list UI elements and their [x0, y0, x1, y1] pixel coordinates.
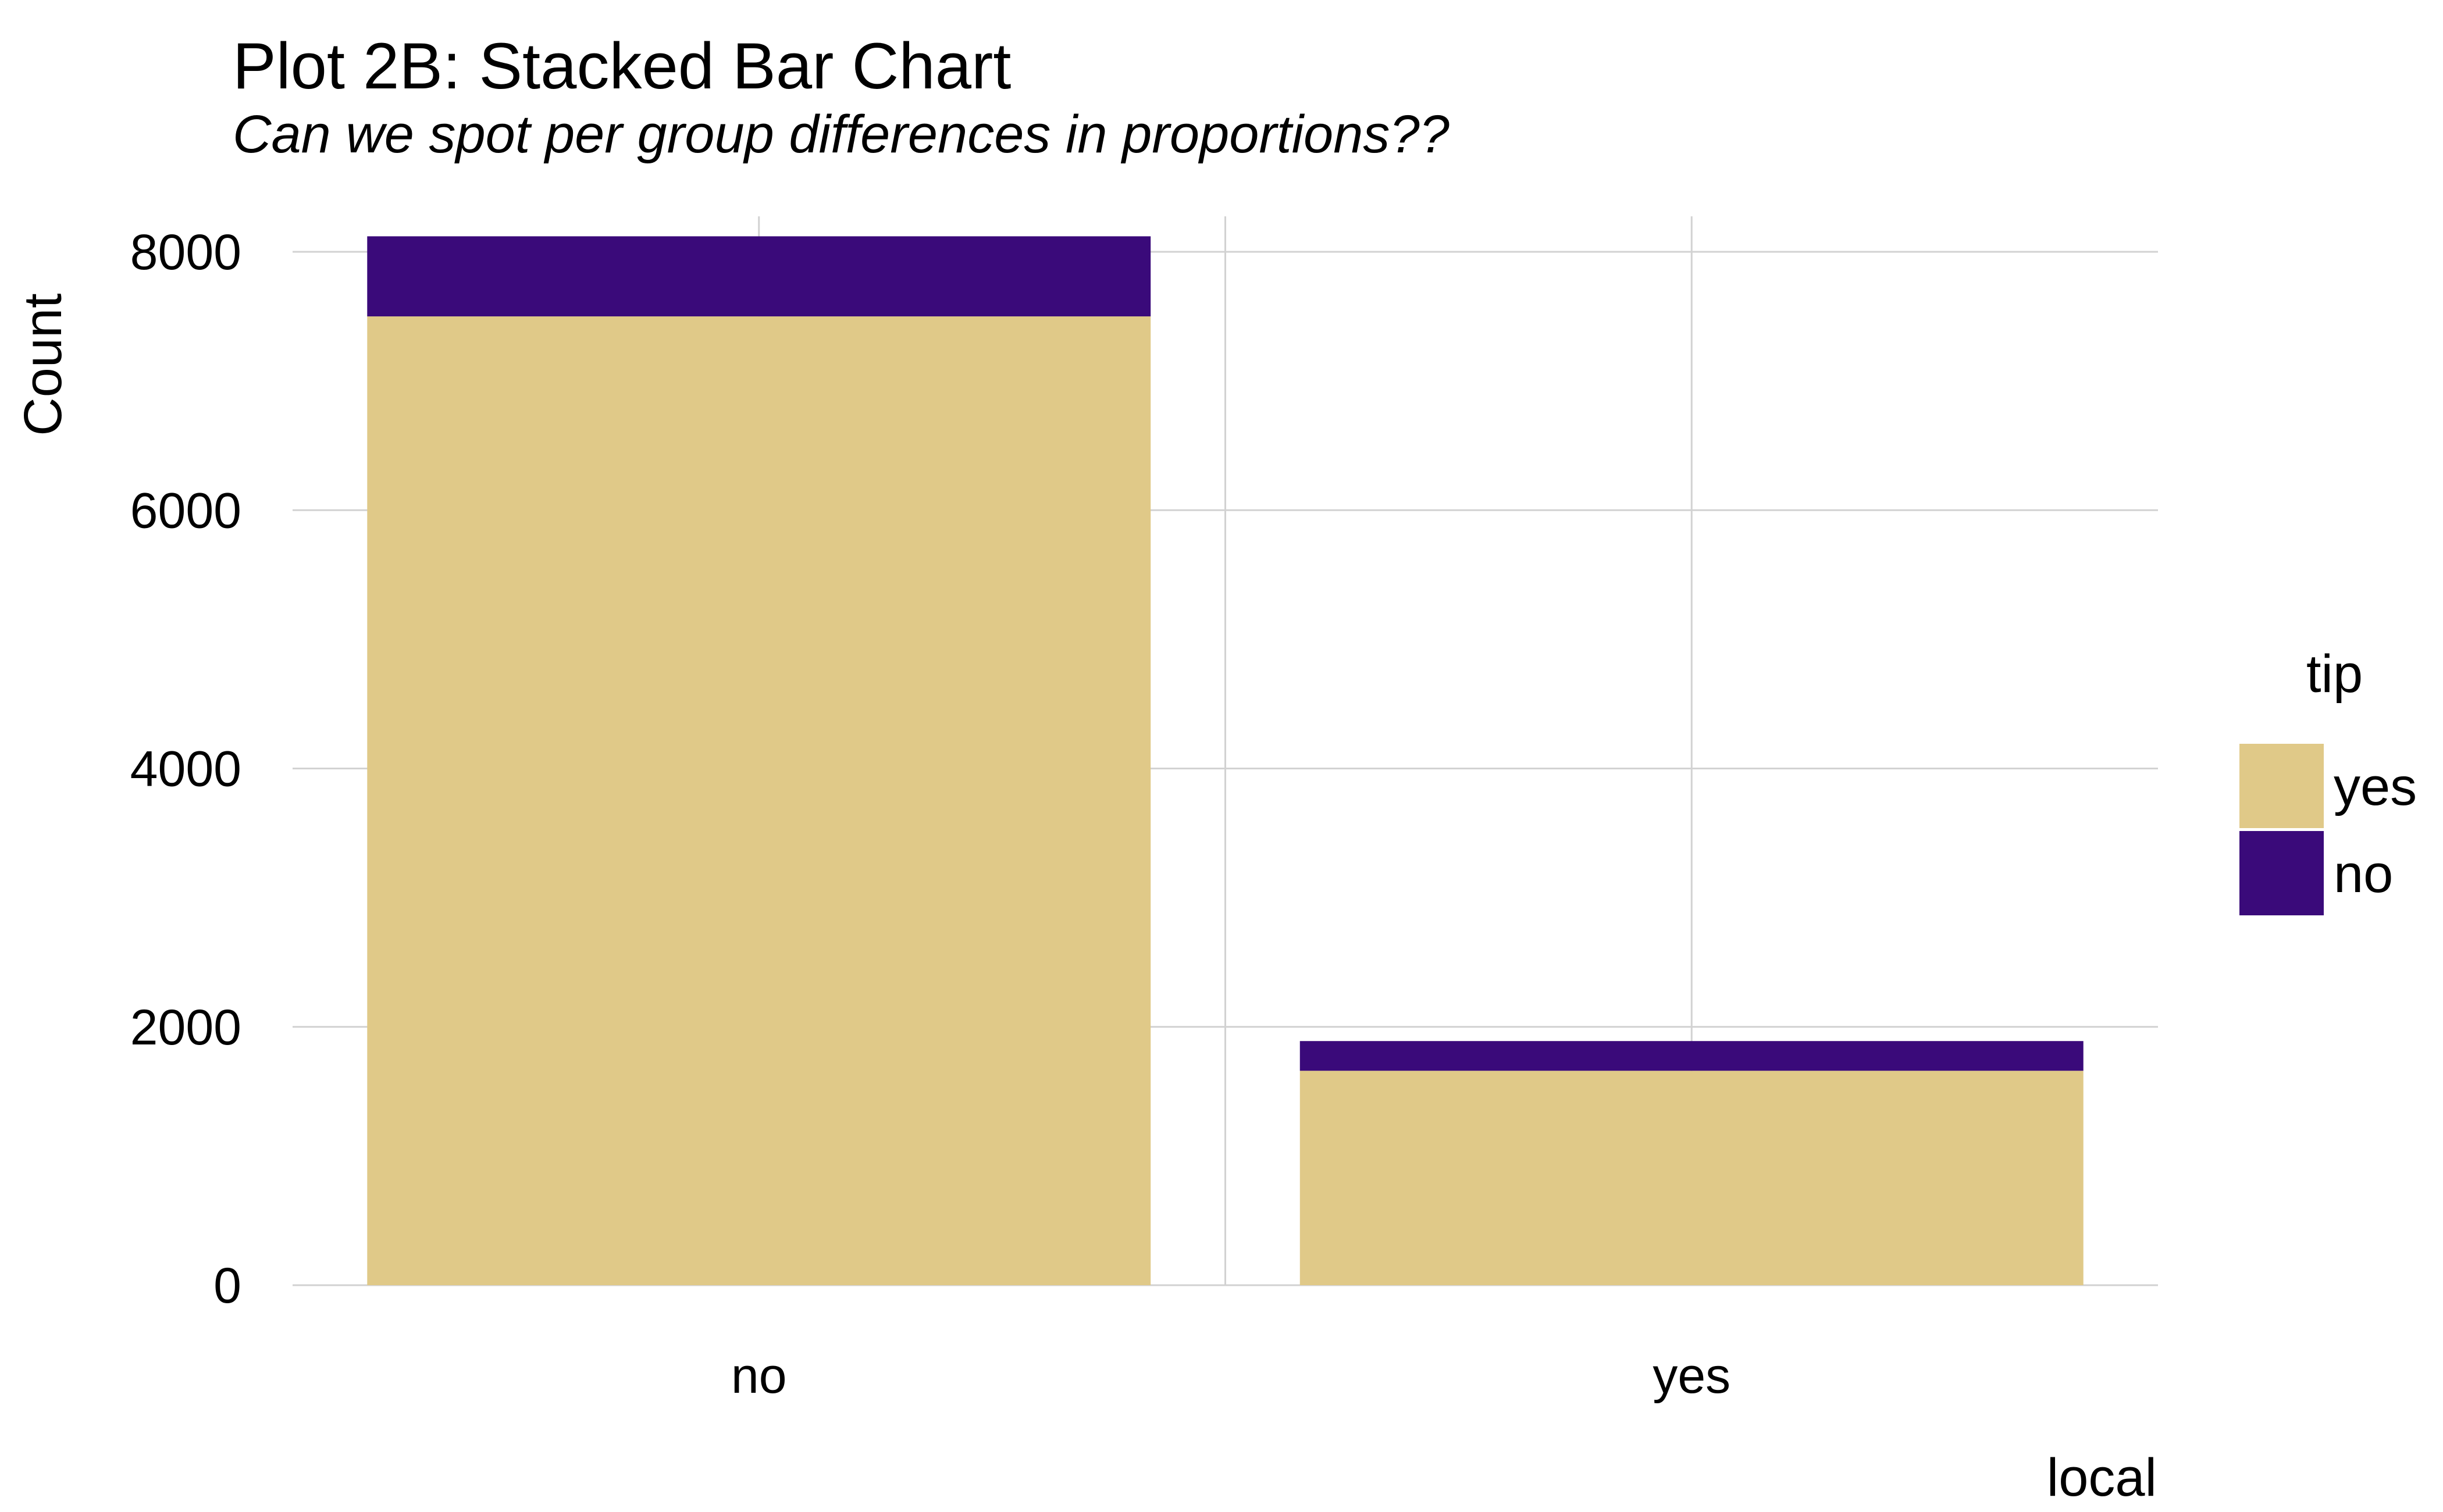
y-tick-label: 0: [213, 1258, 241, 1314]
y-tick-label: 4000: [130, 741, 241, 797]
legend-swatch-no: [2239, 831, 2324, 915]
bar-no-yes: [367, 316, 1151, 1285]
bars: [367, 236, 2084, 1285]
x-tick-label: yes: [1653, 1348, 1730, 1404]
bar-yes-no: [1299, 1041, 2084, 1071]
x-axis-ticks: no yes: [731, 1348, 1730, 1404]
legend-items: yes no: [2239, 744, 2417, 915]
bar-yes-yes: [1299, 1071, 2084, 1285]
x-tick-label: no: [731, 1348, 787, 1404]
x-axis-title: local: [2047, 1448, 2157, 1507]
legend: tip yes no: [2239, 644, 2417, 915]
y-tick-label: 8000: [130, 224, 241, 280]
legend-label-no: no: [2334, 844, 2393, 904]
legend-swatch-yes: [2239, 744, 2324, 828]
y-axis-ticks: 0 2000 4000 6000 8000: [130, 224, 241, 1314]
chart-title: Plot 2B: Stacked Bar Chart: [233, 30, 1011, 102]
y-tick-label: 6000: [130, 483, 241, 539]
y-tick-label: 2000: [130, 1000, 241, 1055]
chart-subtitle: Can we spot per group differences in pro…: [233, 105, 1450, 164]
legend-title: tip: [2306, 644, 2363, 704]
y-axis-title: Count: [13, 293, 73, 436]
bar-no-no: [367, 236, 1151, 317]
legend-label-yes: yes: [2334, 757, 2417, 816]
